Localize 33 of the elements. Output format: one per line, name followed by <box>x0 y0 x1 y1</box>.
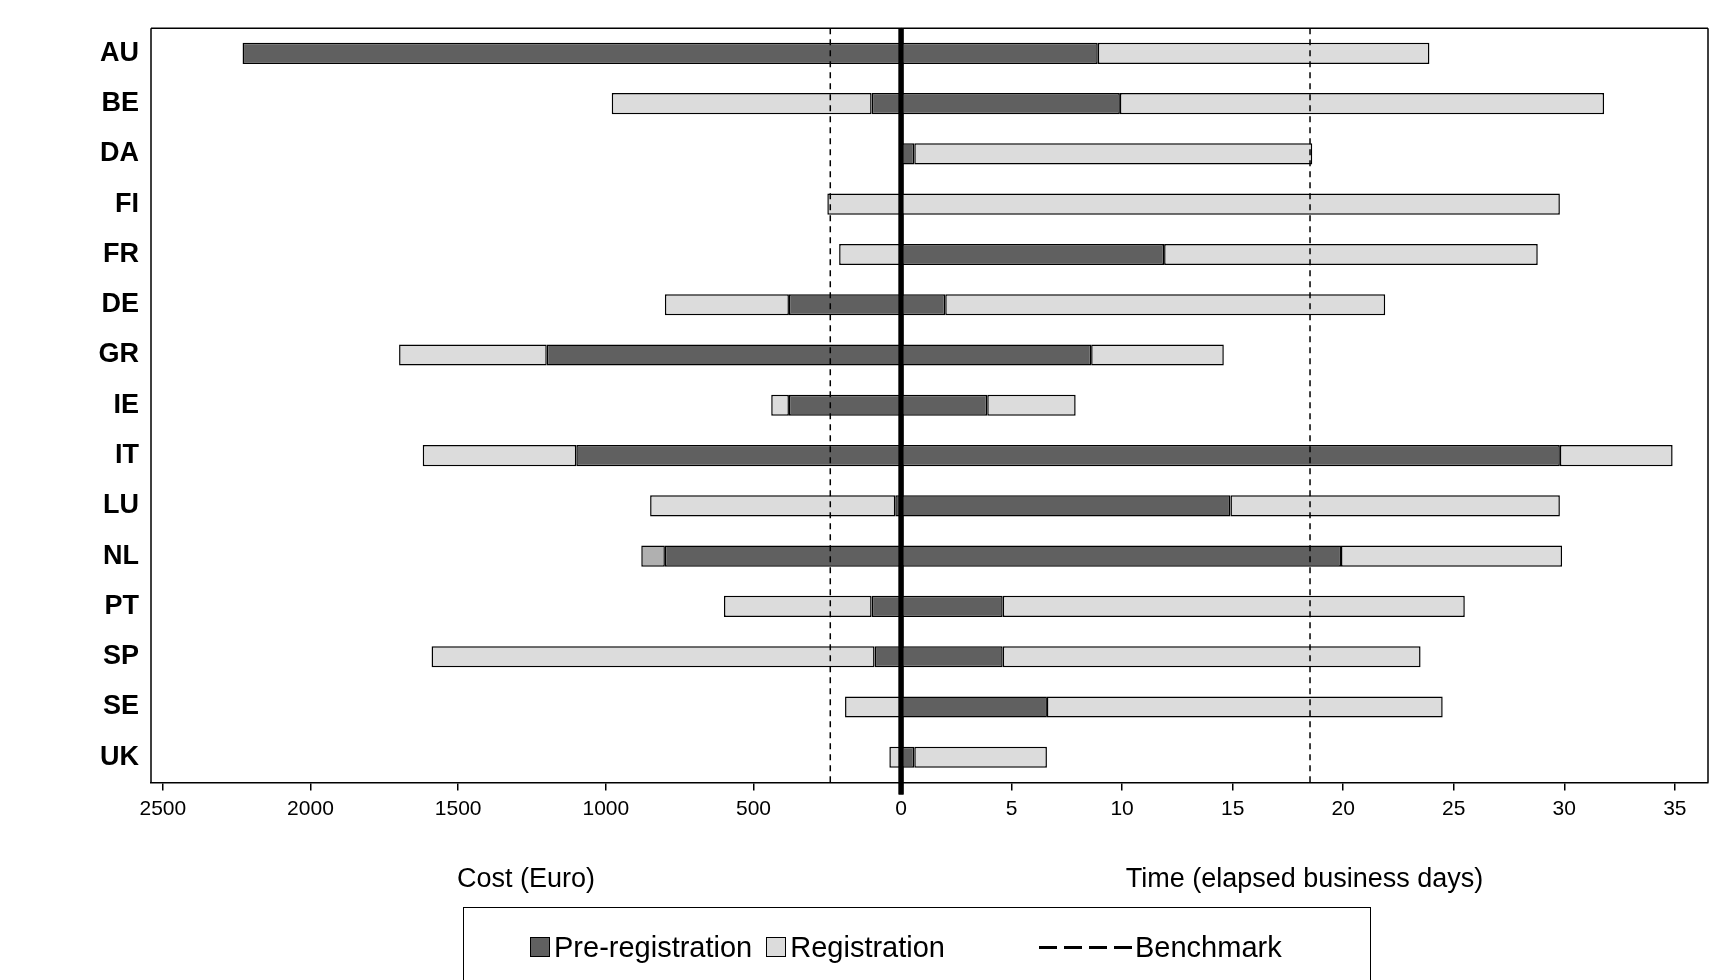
y-tick-label: NL <box>103 539 139 570</box>
y-tick-label: UK <box>100 740 140 771</box>
y-tick-label: IT <box>115 439 140 470</box>
legend-label: Benchmark <box>1135 930 1282 964</box>
y-tick-label: FR <box>103 237 139 268</box>
x-tick-label: 25 <box>1442 795 1466 819</box>
x-tick-label: 1000 <box>582 795 630 819</box>
y-tick-label: IE <box>113 388 139 419</box>
x-axis-title: Cost (Euro) <box>457 863 596 894</box>
y-tick-label: PT <box>104 589 140 620</box>
x-tick-label: 2000 <box>287 795 334 819</box>
x-tick-label: 500 <box>735 795 772 819</box>
legend-label: Registration <box>790 930 945 964</box>
y-tick-label: AU <box>100 36 139 67</box>
x-tick-label: 1500 <box>434 795 482 819</box>
x-tick-label: 30 <box>1552 795 1577 819</box>
x-axis-title: Time (elapsed business days) <box>1125 863 1484 894</box>
x-tick-label: 0 <box>895 795 907 819</box>
y-tick-label: SP <box>102 640 139 671</box>
x-tick-label: 20 <box>1331 795 1356 819</box>
y-tick-label: GR <box>98 338 139 369</box>
x-tick-label: 15 <box>1221 795 1245 819</box>
y-tick-label: DA <box>100 137 139 168</box>
x-tick-label: 35 <box>1663 795 1687 819</box>
y-tick-label: BE <box>101 87 139 118</box>
x-tick-label: 5 <box>1005 795 1018 819</box>
y-tick-label: LU <box>103 489 139 520</box>
x-tick-label: 10 <box>1110 795 1134 819</box>
y-tick-label: DE <box>101 288 139 319</box>
y-tick-label: FI <box>115 187 139 218</box>
x-tick-label: 2500 <box>139 795 187 819</box>
legend-label: Pre-registration <box>554 930 753 964</box>
y-tick-label: SE <box>102 690 139 721</box>
